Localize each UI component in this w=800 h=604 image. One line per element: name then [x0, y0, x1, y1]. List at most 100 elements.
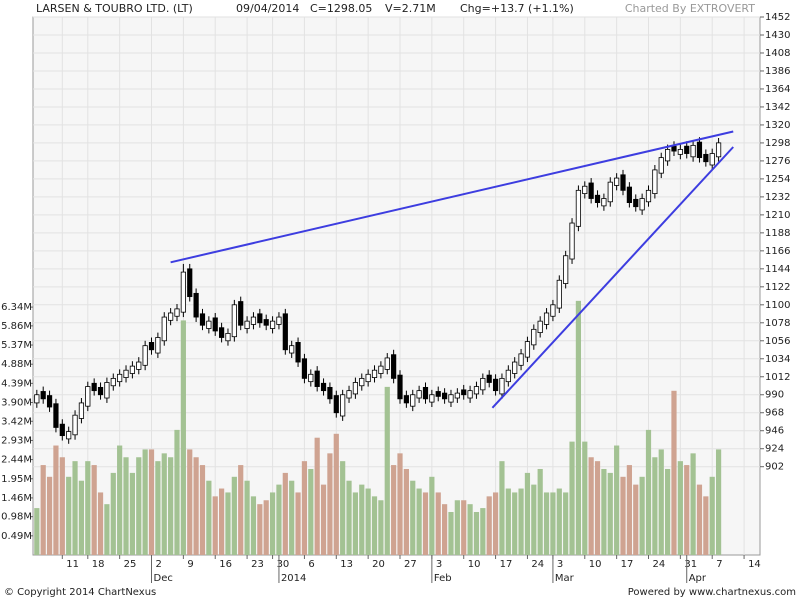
volume-bar [671, 390, 677, 555]
candle-body [715, 142, 722, 158]
candle-body [168, 312, 174, 321]
volume-bar [365, 488, 371, 555]
candle-body [110, 377, 116, 387]
candle-body [563, 255, 569, 284]
vol-tick-label: 1.46M [1, 493, 32, 504]
candle-body [104, 382, 110, 399]
y-tick-label: 1012 [765, 372, 790, 383]
x-tick-label: 2 [156, 559, 162, 570]
volume-bar [40, 465, 46, 555]
volume-bar [218, 488, 225, 555]
y-tick-label: 1254 [765, 174, 790, 185]
volume-bar [104, 504, 110, 555]
volume-bar [85, 461, 91, 555]
candle-body [588, 182, 594, 199]
candle-body [340, 394, 346, 417]
volume-bar [505, 488, 511, 555]
volume-bar [442, 504, 448, 555]
candle-body [225, 333, 231, 342]
y-tick-label: 1210 [765, 210, 790, 221]
candle-body [123, 369, 129, 378]
volume-bar [295, 492, 301, 555]
y-tick-label: 1430 [765, 30, 790, 41]
powered-by: Powered by www.chartnexus.com [628, 587, 796, 598]
trendline [170, 130, 734, 264]
volume-value: V=2.71M [385, 2, 436, 15]
candle-body [320, 382, 327, 392]
volume-bar [110, 472, 116, 555]
candle-body [633, 198, 639, 208]
candle-body [492, 378, 499, 392]
candle-body [524, 341, 531, 358]
candle-body [422, 386, 429, 400]
candle-body [454, 392, 460, 399]
volume-bar [161, 453, 167, 555]
candle-body [359, 377, 365, 387]
volume-bar [677, 461, 683, 555]
volume-bar [614, 445, 620, 555]
candle-body [652, 169, 658, 195]
volume-bar [715, 449, 722, 555]
candle-body [244, 320, 250, 329]
volume-bar [569, 441, 575, 555]
x-tick-label: 16 [219, 559, 232, 570]
volume-bar [371, 496, 378, 555]
x-tick-label: 23 [251, 559, 264, 570]
volume-bar [269, 492, 276, 555]
volume-bar [582, 441, 588, 555]
volume-bar [626, 465, 632, 555]
candle-body [174, 308, 180, 317]
candle-body [155, 337, 161, 354]
vol-tick-label: 1.95M [1, 474, 32, 485]
volume-bar [231, 476, 237, 555]
candle-body [250, 316, 257, 325]
candle-body [161, 316, 167, 342]
vol-tick-label: 4.39M [1, 378, 32, 389]
close-value: C=1298.05 [310, 2, 372, 15]
candle-body [696, 141, 703, 159]
volume-bar [148, 449, 155, 555]
volume-bar [129, 472, 135, 555]
candle-body [703, 153, 709, 163]
volume-bar [429, 476, 435, 555]
x-tick-label: 25 [124, 559, 137, 570]
volume-bar [690, 453, 696, 555]
x-tick-label: 3 [436, 559, 442, 570]
candle-body [543, 312, 550, 325]
volume-bar [410, 480, 416, 555]
candle-body [391, 354, 397, 379]
volume-bar [563, 492, 569, 555]
y-tick-label: 1144 [765, 264, 790, 275]
volume-bar [480, 508, 486, 555]
candle-body [594, 194, 601, 204]
x-tick-label: 17 [621, 559, 634, 570]
volume-bar [301, 461, 308, 555]
candle-body [346, 390, 352, 399]
candle-body [416, 390, 422, 399]
volume-bar [454, 500, 460, 555]
volume-bar [684, 465, 690, 555]
volume-bar [142, 449, 148, 555]
volume-bar [416, 488, 422, 555]
candle-body [40, 391, 46, 400]
volume-bar [78, 480, 85, 555]
volume-bar [282, 472, 288, 555]
vol-tick-label: 4.88M [1, 359, 32, 370]
candle-body [645, 189, 652, 203]
volume-bar [524, 472, 531, 555]
candle-body [295, 342, 301, 363]
title: LARSEN & TOUBRO LTD. (LT) [36, 2, 193, 15]
candle-body [550, 304, 556, 317]
candle-body [442, 392, 448, 400]
volume-bar [199, 465, 206, 555]
volume-bar [435, 492, 441, 555]
candle-body [410, 394, 416, 407]
y-tick-label: 924 [765, 444, 784, 455]
volume-bar [588, 457, 594, 555]
y-tick-label: 1298 [765, 138, 790, 149]
x-tick-label: 17 [500, 559, 513, 570]
candle-body [435, 391, 441, 397]
volume-bar [352, 492, 359, 555]
volume-bar [117, 445, 123, 555]
volume-bar [594, 461, 601, 555]
